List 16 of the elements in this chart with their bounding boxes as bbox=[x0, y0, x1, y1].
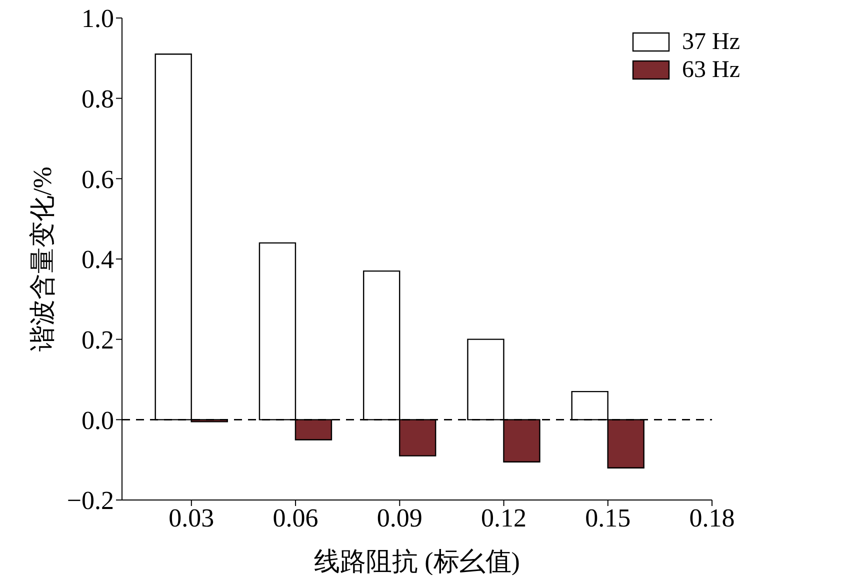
x-tick-label: 0.06 bbox=[272, 503, 318, 532]
x-tick-label: 0.03 bbox=[168, 503, 214, 532]
x-tick-label: 0.12 bbox=[481, 503, 527, 532]
y-tick-label: 0.2 bbox=[82, 326, 114, 355]
y-tick-label: 0.6 bbox=[82, 164, 114, 194]
x-tick-label: 0.15 bbox=[585, 503, 631, 532]
x-tick-label: 0.18 bbox=[689, 503, 735, 532]
x-tick-label: 0.09 bbox=[376, 503, 422, 532]
legend-label: 63 Hz bbox=[682, 56, 740, 84]
y-tick-label: 1.0 bbox=[82, 4, 114, 34]
y-tick-label: 0.4 bbox=[82, 245, 114, 274]
y-tick-label: 0.0 bbox=[82, 406, 114, 435]
y-tick-label: −0.2 bbox=[66, 486, 114, 516]
legend-label: 37 Hz bbox=[682, 28, 740, 56]
y-axis-title: 谐波含量变化/% bbox=[28, 166, 58, 352]
y-tick-label: 0.8 bbox=[82, 84, 114, 114]
